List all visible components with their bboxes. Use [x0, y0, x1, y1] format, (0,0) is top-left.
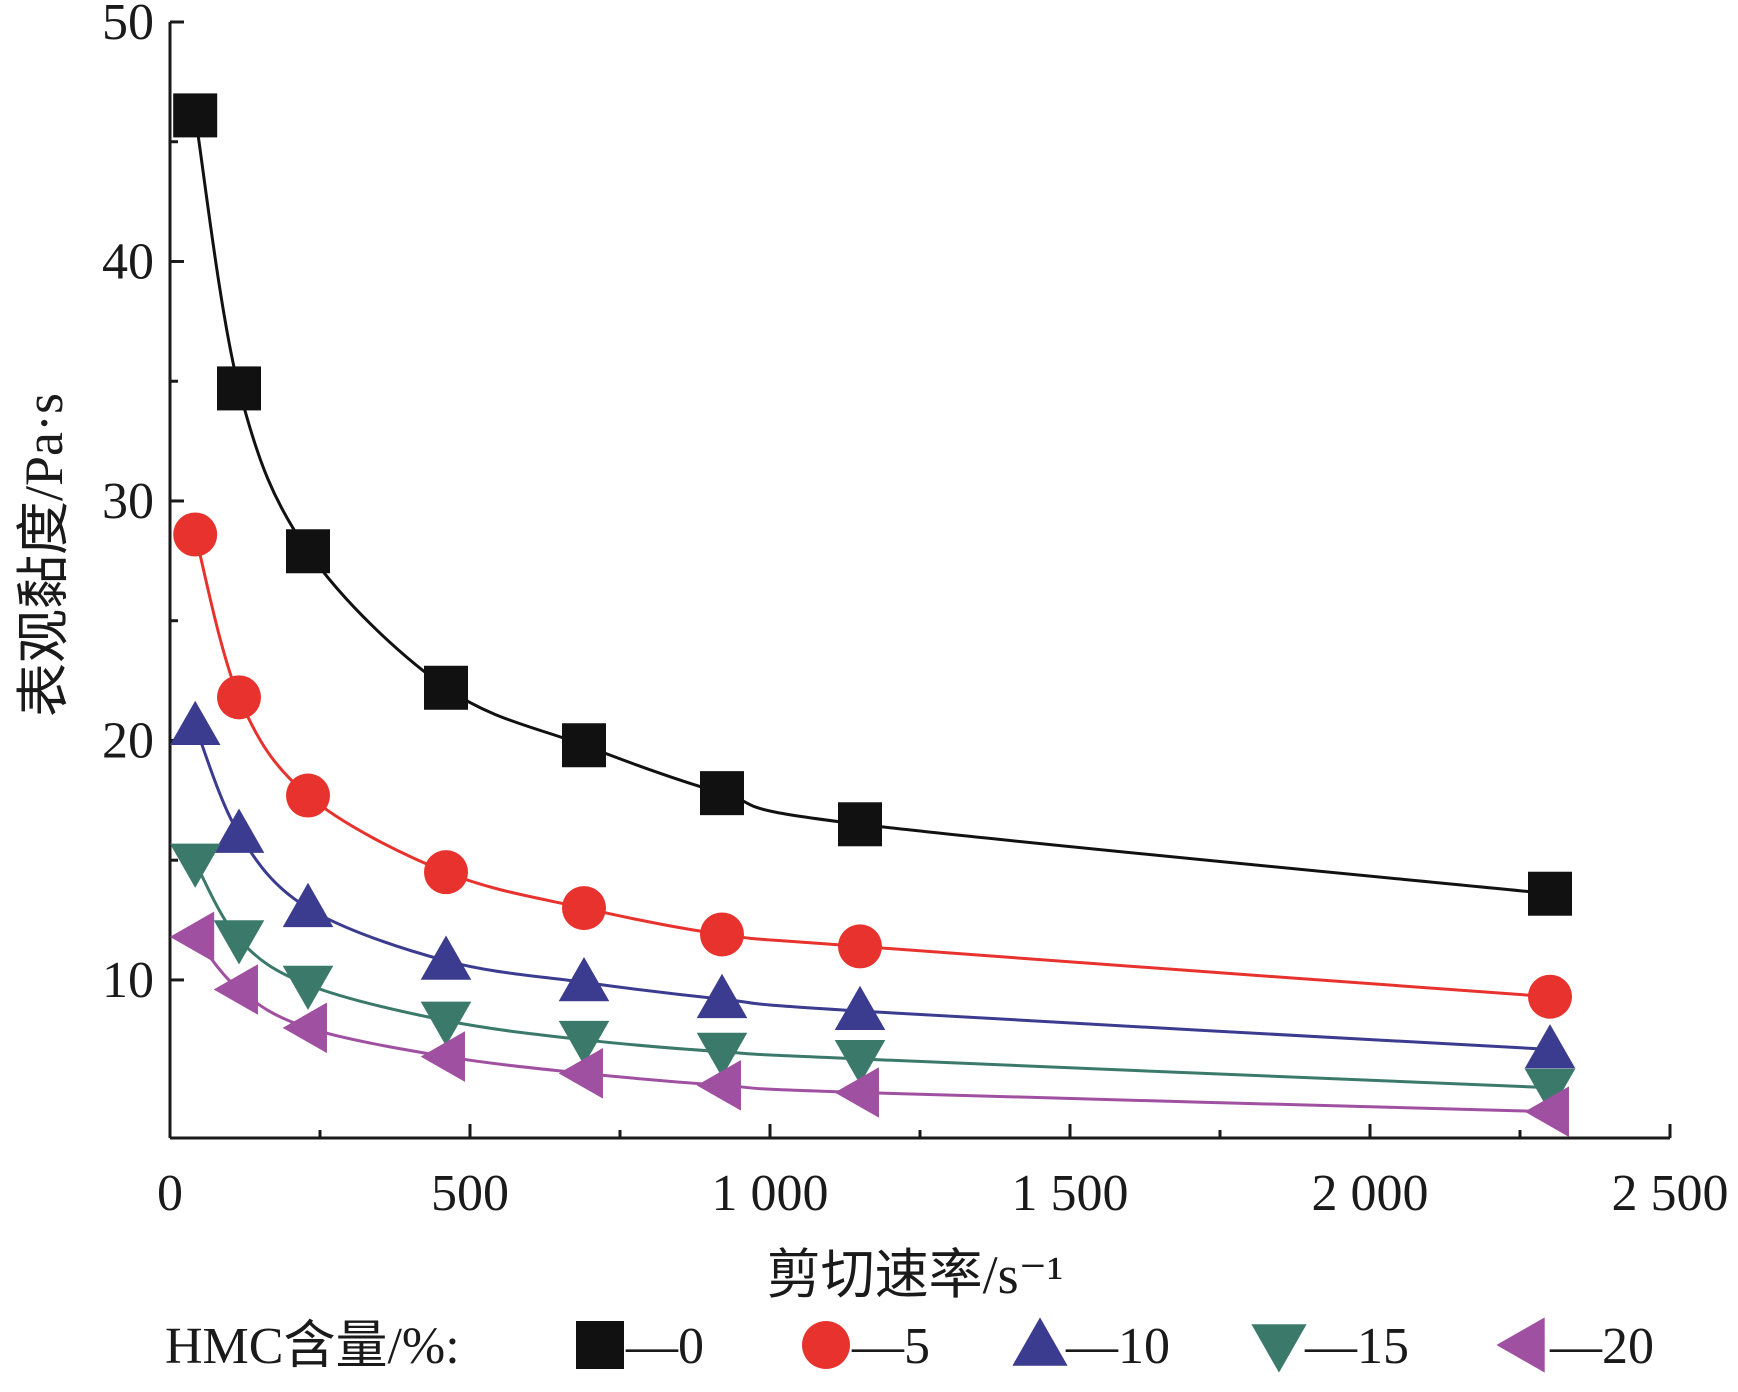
data-point-0-3	[424, 665, 468, 710]
series-line-3	[193, 861, 1551, 1090]
legend-marker-1	[802, 1321, 850, 1369]
data-point-3-4	[558, 1020, 610, 1066]
data-point-3-0	[169, 843, 221, 888]
data-point-4-0	[169, 911, 215, 963]
series-0	[173, 93, 1572, 916]
data-point-3-2	[282, 965, 334, 1011]
series-layer	[169, 93, 1576, 1137]
legend-label-0: —0	[625, 1318, 704, 1375]
data-point-1-7	[1528, 974, 1572, 1019]
data-point-3-5	[696, 1032, 748, 1078]
data-point-0-0	[173, 93, 218, 138]
series-1	[173, 512, 1572, 1019]
legend-title: HMC含量/%:	[165, 1318, 460, 1375]
legend-marker-3	[1251, 1324, 1307, 1373]
y-tick-label: 50	[102, 0, 154, 51]
legend-label-4: —20	[1549, 1318, 1654, 1375]
y-tick-label: 40	[102, 233, 154, 290]
data-point-0-1	[217, 366, 261, 411]
data-point-3-1	[213, 920, 265, 965]
data-point-0-2	[286, 529, 330, 574]
legend-item-2: —10	[1012, 1317, 1170, 1375]
x-tick-label: 2 500	[1612, 1165, 1729, 1222]
data-point-1-6	[838, 924, 882, 969]
series-line-0	[193, 115, 1551, 896]
legend-label-1: —5	[851, 1318, 930, 1375]
x-tick-label: 500	[431, 1165, 509, 1222]
data-point-1-2	[286, 773, 330, 818]
y-tick-label: 20	[102, 712, 154, 769]
axes: 0 500 1 000 1 500 2 000 2 500 10 20 30 40 50	[102, 0, 1729, 1222]
series-3	[169, 843, 1576, 1114]
data-point-1-5	[700, 912, 744, 957]
data-point-4-3	[420, 1031, 465, 1082]
x-tick-label: 0	[157, 1165, 183, 1222]
data-point-2-4	[558, 957, 610, 1002]
data-point-1-1	[217, 675, 261, 720]
series-line-1	[193, 534, 1551, 999]
legend: HMC含量/%: —0 —5 —10 —15 —20	[165, 1317, 1654, 1375]
data-point-0-4	[562, 723, 606, 768]
data-point-4-7	[1524, 1086, 1569, 1137]
data-point-4-4	[558, 1048, 603, 1099]
data-point-2-2	[282, 882, 334, 928]
data-point-0-7	[1528, 871, 1572, 916]
data-point-3-7	[1524, 1068, 1576, 1114]
data-point-2-0	[169, 700, 221, 746]
data-point-3-3	[420, 1001, 472, 1046]
x-tick-label: 1 500	[1012, 1165, 1129, 1222]
data-point-3-6	[834, 1039, 886, 1085]
data-point-1-0	[173, 512, 218, 557]
data-point-0-5	[700, 771, 744, 816]
legend-item-4: —20	[1496, 1317, 1654, 1375]
data-point-4-2	[282, 1002, 327, 1054]
legend-item-3: —15	[1251, 1318, 1409, 1375]
data-point-0-6	[838, 802, 882, 847]
data-point-1-3	[424, 850, 468, 895]
data-point-1-4	[562, 886, 606, 931]
legend-item-1: —5	[802, 1318, 930, 1375]
data-point-4-1	[213, 964, 258, 1015]
data-point-2-5	[696, 973, 748, 1019]
data-point-4-5	[696, 1060, 741, 1111]
legend-marker-0	[576, 1321, 624, 1369]
data-point-2-7	[1524, 1024, 1576, 1069]
legend-label-2: —10	[1065, 1318, 1170, 1375]
data-point-4-6	[834, 1067, 879, 1118]
y-tick-label: 10	[102, 952, 154, 1009]
x-tick-label: 1 000	[712, 1165, 829, 1222]
x-tick-label: 2 000	[1312, 1165, 1429, 1222]
series-line-4	[194, 935, 1551, 1114]
data-point-2-1	[213, 808, 265, 853]
series-4	[169, 911, 1569, 1137]
legend-marker-2	[1012, 1317, 1068, 1366]
legend-marker-4	[1496, 1317, 1545, 1373]
data-point-2-6	[834, 985, 886, 1031]
series-2	[169, 700, 1576, 1069]
x-axis-title: 剪切速率/s⁻¹	[767, 1245, 1064, 1305]
y-axis-title: 表观黏度/Pa·s	[14, 393, 74, 717]
series-line-2	[193, 725, 1551, 1051]
legend-item-0: —0	[576, 1318, 704, 1375]
data-point-2-3	[420, 935, 472, 980]
legend-label-3: —15	[1304, 1318, 1409, 1375]
y-tick-label: 30	[102, 473, 154, 530]
